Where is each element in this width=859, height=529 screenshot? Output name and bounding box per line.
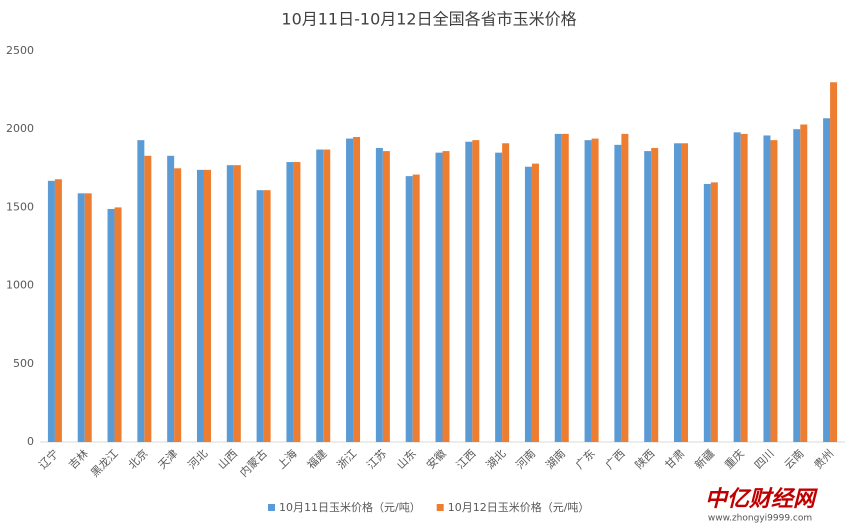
bar [554, 133, 562, 442]
bar [144, 155, 152, 442]
chart-title: 10月11日-10月12日全国各省市玉米价格 [281, 10, 576, 29]
x-tick-label: 上海 [274, 446, 299, 471]
x-tick-label: 吉林 [66, 446, 91, 471]
bar [107, 208, 115, 442]
bar [561, 133, 569, 442]
x-tick-label: 重庆 [721, 446, 746, 471]
bar [644, 151, 652, 442]
bar [710, 182, 718, 442]
y-tick-label: 2000 [6, 122, 34, 135]
bar [621, 133, 629, 442]
bar [293, 162, 301, 442]
x-tick-label: 湖北 [484, 447, 509, 472]
bar [793, 129, 801, 442]
watermark-brand: 中亿财经网 [705, 486, 818, 512]
bar [435, 152, 443, 442]
bar [375, 147, 383, 442]
bar [54, 179, 62, 443]
x-tick-label: 湖南 [543, 447, 568, 472]
bar [800, 124, 808, 443]
bar [286, 162, 294, 442]
bar [495, 152, 503, 442]
bar [137, 140, 145, 442]
bar [502, 143, 510, 442]
watermark-url: www.zhongyi9999.com [708, 514, 812, 524]
x-tick-label: 陕西 [632, 446, 657, 471]
bar [47, 180, 55, 442]
x-tick-label: 山西 [215, 447, 240, 472]
x-tick-label: 安徽 [423, 446, 448, 471]
bar [316, 149, 324, 443]
legend-swatch [436, 504, 444, 511]
bar [830, 82, 838, 442]
bar [203, 169, 211, 442]
bar [531, 163, 539, 442]
bar [614, 144, 622, 442]
bar [412, 174, 420, 442]
bar [263, 190, 271, 442]
bar [472, 140, 480, 442]
bar [323, 149, 331, 443]
bar [196, 169, 204, 442]
x-tick-label: 甘肃 [663, 447, 688, 472]
bar [465, 141, 473, 442]
bar [591, 138, 599, 443]
bar [77, 193, 85, 442]
bar [651, 147, 659, 442]
y-tick-label: 1000 [6, 279, 34, 292]
bar [353, 137, 361, 442]
x-tick-label: 内蒙古 [237, 446, 270, 479]
bar [524, 166, 532, 442]
bar [382, 151, 390, 442]
x-tick-label: 天津 [156, 447, 181, 472]
bar [226, 165, 234, 442]
x-tick-label: 新疆 [692, 446, 717, 471]
bar [84, 193, 92, 442]
x-tick-label: 浙江 [335, 447, 360, 472]
x-tick-label: 广东 [573, 447, 598, 472]
bar [674, 143, 682, 442]
bar [256, 190, 264, 442]
bar [703, 183, 711, 442]
y-tick-label: 0 [27, 435, 34, 448]
bar [763, 135, 771, 442]
bar [681, 143, 689, 442]
bar [233, 165, 241, 442]
x-tick-label: 广西 [603, 447, 628, 472]
bar [174, 168, 182, 443]
bar [405, 176, 413, 442]
y-tick-label: 1500 [6, 200, 34, 213]
x-tick-label: 江苏 [364, 447, 389, 472]
x-tick-label: 北京 [125, 446, 150, 471]
bar [346, 138, 354, 443]
x-tick-label: 江西 [454, 447, 479, 472]
bar [770, 140, 778, 442]
legend-label: 10月11日玉米价格（元/吨） [279, 500, 421, 514]
x-tick-label: 黑龙江 [88, 447, 121, 480]
watermark: 中亿财经网 www.zhongyi9999.com [705, 486, 818, 524]
x-tick-label: 福建 [304, 446, 329, 471]
bar [167, 155, 175, 442]
x-tick-label: 河南 [513, 447, 538, 472]
bar [823, 118, 831, 442]
y-tick-label: 2500 [6, 44, 34, 57]
x-tick-label: 贵州 [812, 447, 837, 472]
x-tick-label: 河北 [185, 447, 210, 472]
bar [740, 133, 748, 442]
y-tick-label: 500 [13, 357, 34, 370]
x-tick-label: 辽宁 [36, 446, 61, 471]
legend-label: 10月12日玉米价格（元/吨） [448, 500, 590, 514]
x-tick-label: 云南 [782, 447, 807, 472]
bar [733, 132, 741, 442]
x-tick-label: 四川 [752, 447, 777, 472]
bar [442, 151, 450, 442]
legend-swatch [268, 504, 275, 511]
x-tick-label: 山东 [394, 447, 419, 472]
bar [114, 207, 122, 442]
bar [584, 140, 592, 442]
